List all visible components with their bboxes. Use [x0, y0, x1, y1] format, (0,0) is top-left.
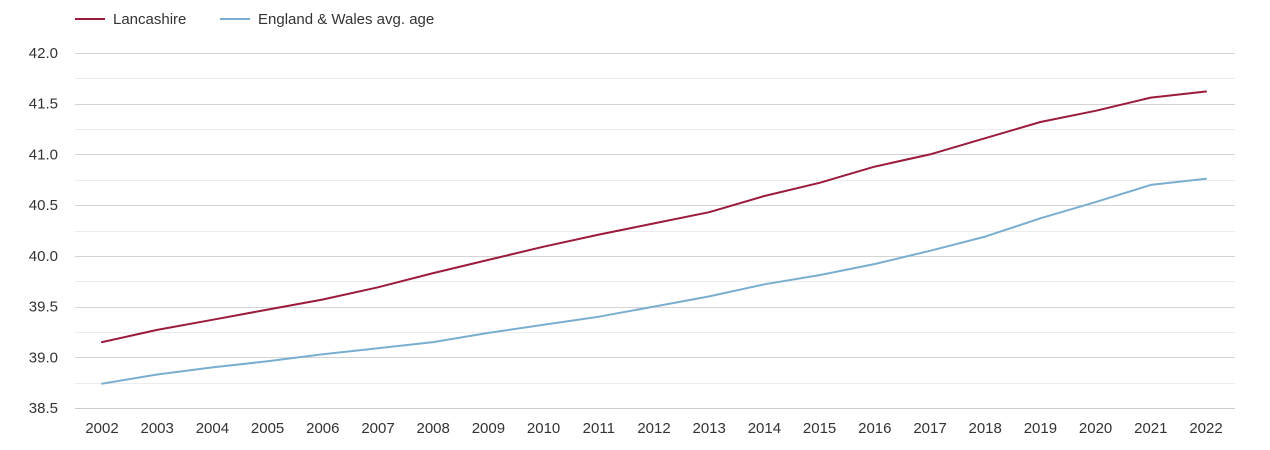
- x-tick-label: 2019: [1024, 420, 1057, 437]
- y-tick-label: 40.0: [29, 248, 58, 265]
- x-tick-label: 2020: [1079, 420, 1112, 437]
- x-tick-label: 2005: [251, 420, 284, 437]
- y-tick-label: 41.5: [29, 96, 58, 113]
- x-tick-label: 2009: [472, 420, 505, 437]
- x-tick-label: 2002: [85, 420, 118, 437]
- y-tick-label: 42.0: [29, 45, 58, 62]
- x-tick-label: 2007: [361, 420, 394, 437]
- x-tick-label: 2003: [141, 420, 174, 437]
- x-tick-label: 2016: [858, 420, 891, 437]
- x-axis: 2002 2003 2004 2005 2006 2007 2008 2009 2010 2011…: [85, 420, 1222, 437]
- y-tick-label: 41.0: [29, 146, 58, 163]
- x-tick-label: 2012: [637, 420, 670, 437]
- y-axis: 38.5 39.0 39.5 40.0 40.5 41.0 41.5 42.0: [29, 45, 58, 417]
- series-line: [101, 177, 1207, 385]
- y-tick-label: 39.0: [29, 349, 58, 366]
- x-tick-label: 2015: [803, 420, 836, 437]
- x-tick-label: 2014: [748, 420, 781, 437]
- x-tick-label: 2018: [969, 420, 1002, 437]
- major-gridlines: [75, 53, 1235, 409]
- series-lines: [101, 90, 1207, 385]
- legend-label: England & Wales avg. age: [258, 11, 434, 28]
- y-tick-label: 40.5: [29, 197, 58, 214]
- series-line: [101, 90, 1207, 344]
- y-tick-label: 39.5: [29, 299, 58, 316]
- x-tick-label: 2013: [693, 420, 726, 437]
- y-tick-label: 38.5: [29, 400, 58, 417]
- legend: Lancashire England & Wales avg. age: [75, 11, 434, 28]
- minor-gridlines: [75, 78, 1235, 384]
- x-tick-label: 2004: [196, 420, 229, 437]
- x-tick-label: 2011: [583, 420, 615, 437]
- x-tick-label: 2021: [1134, 420, 1167, 437]
- legend-label: Lancashire: [113, 11, 186, 28]
- x-tick-label: 2017: [913, 420, 946, 437]
- x-tick-label: 2008: [417, 420, 450, 437]
- x-tick-label: 2022: [1189, 420, 1222, 437]
- x-tick-label: 2006: [306, 420, 339, 437]
- x-tick-label: 2010: [527, 420, 560, 437]
